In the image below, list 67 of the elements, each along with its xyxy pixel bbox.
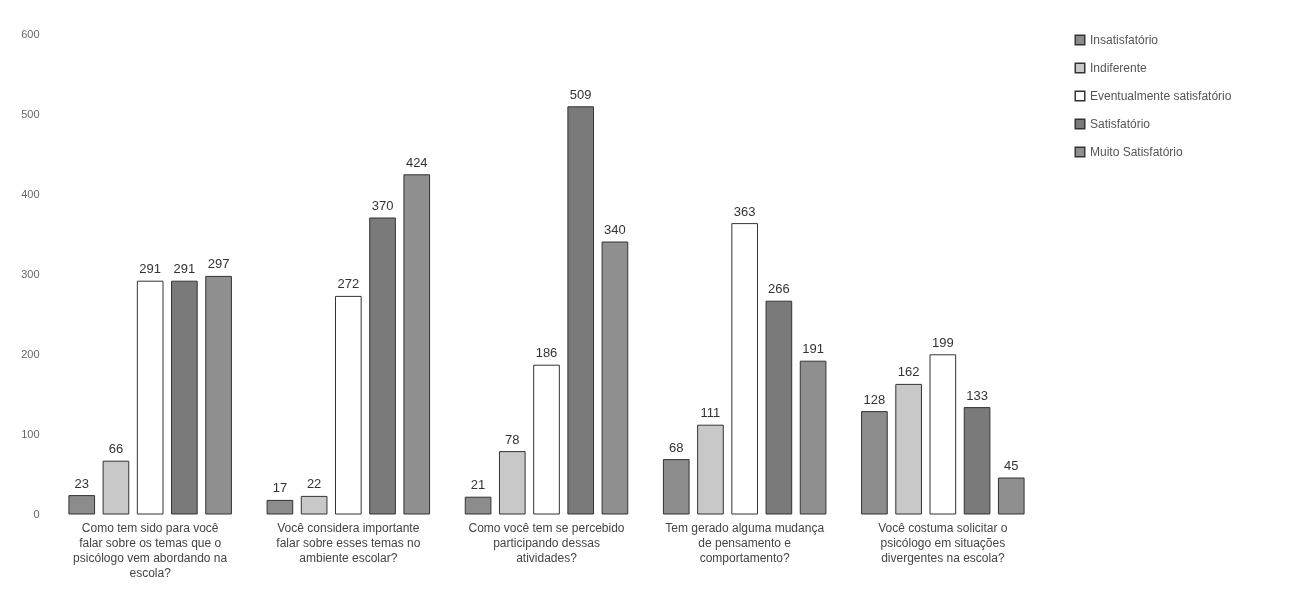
y-tick-label: 300 (21, 267, 40, 280)
y-tick-label: 500 (21, 107, 40, 120)
data-label: 291 (139, 261, 162, 277)
data-label: 340 (604, 222, 626, 237)
x-tick-label: Como tem sido para você falar sobre os temas que o psicólogo vem abordando na escola? (73, 520, 228, 580)
y-tick-label: 400 (21, 187, 40, 200)
legend-label: Muito Satisfatório (1090, 145, 1184, 159)
data-label: 509 (569, 86, 592, 102)
data-label: 297 (207, 256, 230, 272)
y-tick-label: 0 (33, 507, 40, 520)
legend-label: Satisfatório (1090, 117, 1151, 131)
bar (963, 407, 991, 515)
data-label: 78 (505, 431, 520, 447)
x-tick-label: Você considera importante falar sobre esses temas no ambiente escolar? (276, 520, 421, 565)
bar (300, 495, 328, 515)
data-label: 66 (108, 441, 124, 457)
data-label: 68 (669, 439, 684, 455)
data-label: 22 (306, 476, 322, 492)
y-tick-label: 200 (21, 347, 40, 360)
bar (697, 424, 724, 515)
data-label: 424 (405, 154, 428, 170)
data-label: 363 (733, 203, 756, 219)
legend-label: Eventualmente satisfatório (1090, 89, 1232, 103)
data-label: 186 (535, 345, 558, 361)
data-label: 23 (74, 475, 89, 491)
bar (567, 106, 595, 515)
bar (369, 217, 396, 515)
bar (601, 241, 629, 515)
y-tick-label: 600 (21, 27, 40, 40)
data-label: 21 (470, 477, 486, 493)
data-label: 291 (173, 261, 196, 277)
data-label: 162 (897, 364, 920, 380)
data-label: 111 (700, 405, 721, 421)
legend-label: Insatisfatório (1090, 33, 1159, 47)
bar (68, 495, 96, 515)
bar (799, 360, 827, 515)
bar (171, 280, 198, 515)
data-label: 266 (768, 281, 790, 297)
bar (266, 499, 294, 515)
x-tick-label: Como você tem se percebido participando dessas atividades? (468, 520, 625, 565)
x-tick-label: Tem gerado alguma mudança de pensamento e comportamento? (665, 520, 825, 565)
data-label: 272 (337, 276, 360, 292)
bar (895, 383, 922, 515)
bar (662, 459, 690, 515)
bar (498, 451, 526, 515)
data-label: 199 (931, 334, 954, 350)
data-label: 370 (371, 198, 394, 213)
data-label: 133 (966, 387, 988, 403)
bar (765, 300, 793, 515)
legend-label: Indiferente (1090, 61, 1148, 75)
bar (533, 364, 560, 515)
bar (861, 411, 888, 515)
data-label: 191 (802, 341, 824, 357)
x-tick-label: Você costuma solicitar o psicólogo em situações divergentes na escola? (878, 520, 1008, 565)
data-label: 45 (1004, 458, 1019, 473)
bar (731, 223, 758, 515)
bar (335, 295, 362, 515)
bar (403, 174, 431, 515)
bar (997, 477, 1025, 515)
y-tick-label: 100 (21, 427, 40, 440)
bar (929, 354, 957, 515)
data-label: 17 (272, 480, 288, 496)
bar (464, 496, 492, 515)
bar (102, 460, 130, 515)
bar (205, 275, 232, 515)
bar (136, 280, 164, 515)
data-label: 128 (863, 391, 886, 407)
